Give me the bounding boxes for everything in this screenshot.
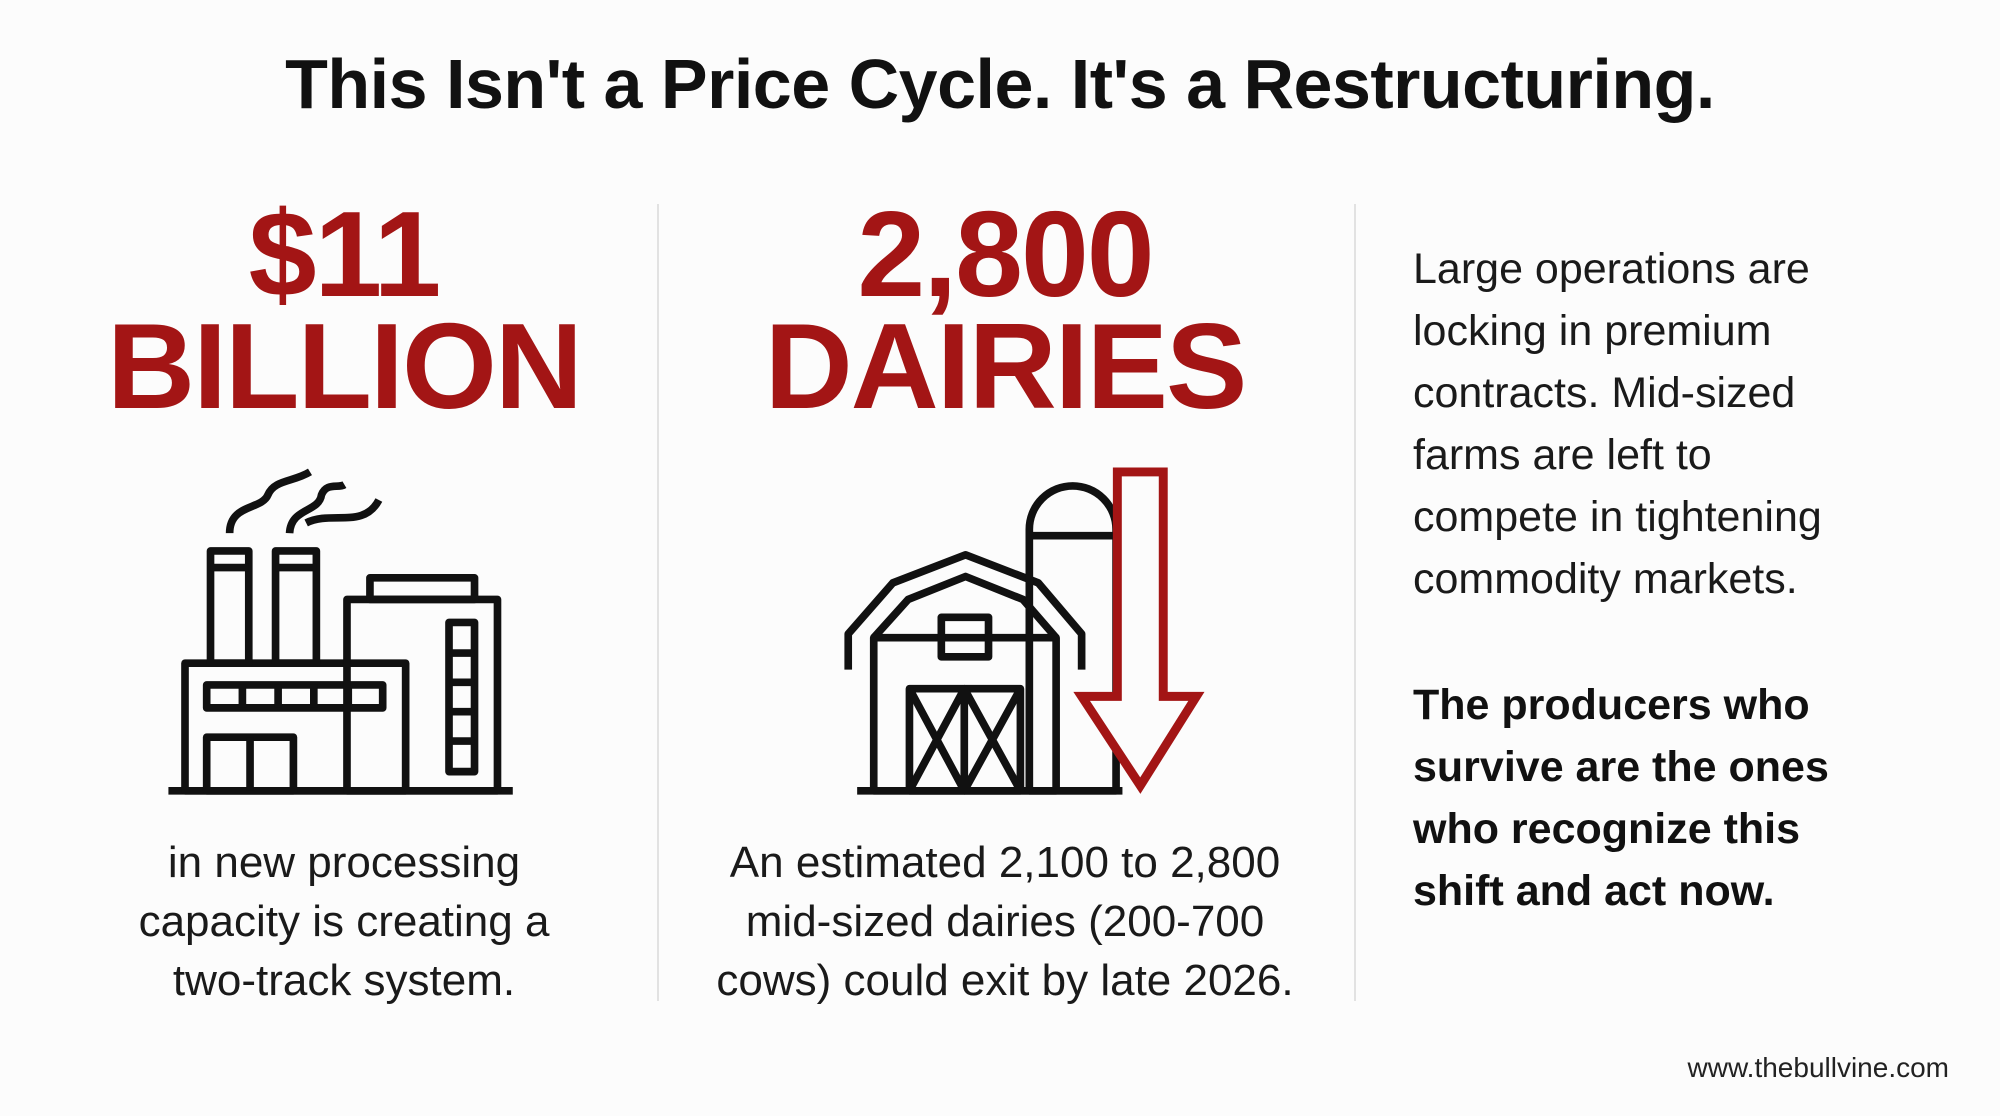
text-line: mid-sized dairies (200-700 — [745, 897, 1265, 946]
title: This Isn't a Price Cycle. It's a Restruc… — [285, 45, 1715, 123]
stat: 2,800 DAIRIES — [685, 186, 1325, 434]
description: An estimated 2,100 to 2,800 mid-sized da… — [685, 833, 1325, 1010]
paragraph: Large operations are locking in premium … — [1413, 238, 1993, 610]
text-line: commodity markets. — [1413, 555, 1798, 603]
text-line: contracts. Mid-sized — [1413, 369, 1796, 417]
text-line: compete in tightening — [1413, 493, 1822, 541]
text-line: survive are the ones — [1413, 743, 1829, 791]
text-line: The producers who — [1413, 681, 1810, 729]
barn-icon — [844, 482, 1123, 795]
stat-line: 2,800 — [857, 186, 1154, 322]
stat-line: $11 — [248, 186, 442, 322]
text-line: capacity is creating a — [138, 897, 550, 946]
text-line: An estimated 2,100 to 2,800 — [729, 838, 1281, 887]
footer: www.thebullvine.com — [1687, 1052, 1949, 1083]
text-line: two-track system. — [172, 956, 516, 1005]
stat: $11 BILLION — [24, 186, 664, 434]
text-line: Large operations are — [1413, 245, 1810, 293]
text-line: farms are left to — [1413, 431, 1712, 479]
description: in new processing capacity is creating a… — [24, 833, 664, 1010]
divider — [657, 204, 659, 1001]
down-arrow — [1073, 467, 1205, 794]
emphasis: The producers who survive are the ones w… — [1413, 674, 1993, 922]
factory-icon — [168, 468, 513, 795]
text-line: who recognize this — [1413, 805, 1801, 853]
text-line: in new processing — [167, 838, 521, 887]
stat-line: DAIRIES — [764, 298, 1248, 434]
divider — [1354, 204, 1356, 1001]
stat-line: BILLION — [107, 298, 583, 434]
text-line: locking in premium — [1413, 307, 1772, 355]
text-line: shift and act now. — [1413, 867, 1775, 915]
text-line: cows) could exit by late 2026. — [716, 956, 1294, 1005]
